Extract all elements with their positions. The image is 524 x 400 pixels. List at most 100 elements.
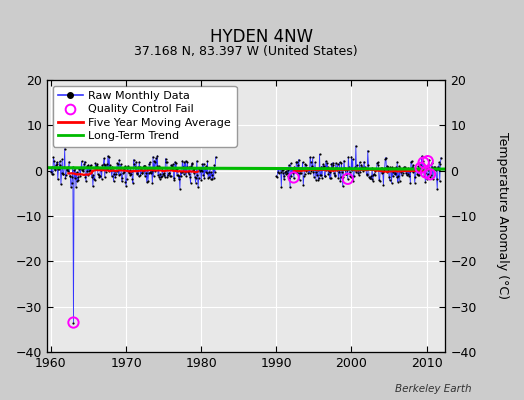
Point: [132, 158, 140, 165]
Point: [103, 166, 112, 172]
Point: [199, 172, 208, 178]
Point: [380, 164, 389, 171]
Point: [384, 164, 392, 170]
Point: [140, 163, 148, 170]
Point: [367, 173, 375, 180]
Point: [400, 164, 408, 170]
Point: [426, 171, 434, 178]
Point: [419, 160, 428, 166]
Point: [207, 169, 215, 176]
Point: [82, 167, 91, 174]
Point: [209, 164, 217, 171]
Point: [205, 173, 213, 180]
Point: [148, 180, 157, 186]
Point: [116, 171, 124, 178]
Point: [104, 168, 113, 175]
Point: [116, 164, 125, 171]
Point: [431, 164, 439, 170]
Point: [394, 173, 402, 180]
Point: [316, 172, 325, 179]
Point: [357, 165, 365, 171]
Point: [351, 164, 359, 170]
Point: [342, 170, 351, 177]
Point: [204, 169, 213, 175]
Point: [60, 145, 69, 152]
Point: [290, 164, 299, 170]
Point: [174, 171, 182, 178]
Point: [94, 171, 102, 177]
Point: [274, 169, 282, 176]
Point: [126, 167, 134, 173]
Point: [374, 162, 383, 168]
Point: [345, 169, 354, 175]
Point: [388, 164, 396, 171]
Point: [62, 171, 70, 178]
Point: [97, 175, 106, 182]
Point: [272, 173, 280, 180]
Point: [94, 172, 103, 178]
Point: [370, 171, 378, 177]
Point: [307, 168, 315, 174]
Point: [297, 165, 305, 172]
Point: [206, 165, 214, 171]
Text: Berkeley Earth: Berkeley Earth: [395, 384, 472, 394]
Point: [101, 162, 110, 168]
Point: [422, 166, 431, 172]
Point: [299, 182, 308, 188]
Point: [298, 166, 306, 173]
Point: [354, 170, 362, 176]
Point: [208, 176, 216, 182]
Point: [310, 173, 318, 180]
Point: [107, 172, 116, 179]
Point: [392, 164, 400, 170]
Point: [69, 164, 77, 170]
Point: [211, 168, 219, 175]
Point: [185, 164, 193, 171]
Point: [428, 160, 436, 166]
Point: [87, 162, 95, 168]
Point: [177, 172, 185, 179]
Point: [385, 174, 393, 181]
Point: [124, 163, 132, 169]
Point: [343, 167, 351, 173]
Point: [158, 173, 166, 180]
Point: [149, 173, 158, 179]
Point: [416, 163, 424, 169]
Point: [401, 167, 410, 173]
Point: [158, 164, 167, 171]
Point: [69, 319, 78, 326]
Point: [144, 178, 152, 184]
Point: [322, 167, 331, 173]
Point: [294, 162, 302, 168]
Point: [92, 163, 101, 169]
Point: [347, 154, 356, 160]
Legend: Raw Monthly Data, Quality Control Fail, Five Year Moving Average, Long-Term Tren: Raw Monthly Data, Quality Control Fail, …: [53, 86, 236, 147]
Point: [315, 151, 324, 157]
Point: [424, 167, 433, 173]
Point: [171, 166, 180, 172]
Point: [58, 156, 67, 162]
Point: [188, 160, 196, 167]
Point: [191, 179, 200, 186]
Point: [204, 175, 212, 181]
Point: [396, 164, 405, 171]
Point: [50, 167, 59, 173]
Point: [315, 175, 323, 181]
Point: [426, 171, 434, 178]
Point: [328, 164, 336, 170]
Point: [304, 165, 313, 172]
Point: [328, 160, 336, 167]
Point: [400, 164, 409, 170]
Point: [351, 167, 359, 173]
Point: [129, 180, 137, 186]
Point: [309, 168, 318, 175]
Point: [409, 169, 417, 176]
Point: [100, 160, 108, 167]
Point: [171, 159, 179, 165]
Point: [50, 158, 58, 164]
Point: [211, 154, 220, 160]
Point: [417, 165, 425, 171]
Point: [77, 165, 85, 172]
Point: [115, 157, 123, 163]
Point: [89, 183, 97, 190]
